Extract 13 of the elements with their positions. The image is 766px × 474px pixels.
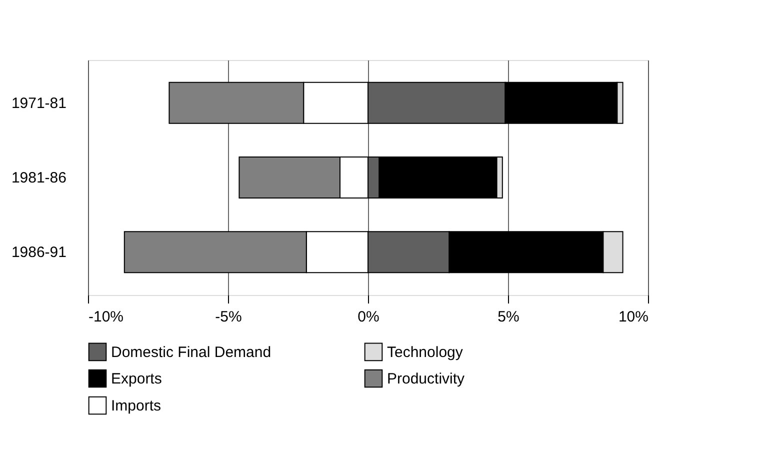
x-tick-label: -5%	[215, 308, 242, 326]
x-tick-label: 10%	[618, 308, 648, 326]
x-tick-label: -10%	[88, 308, 124, 326]
legend-label: Imports	[111, 398, 162, 414]
y-tick-label: 1971-81	[11, 94, 66, 112]
legend-label: Technology	[387, 344, 464, 361]
legend-label: Productivity	[387, 370, 466, 388]
y-tick-label: 1981-86	[11, 170, 66, 186]
x-tick-label: 5%	[498, 308, 520, 326]
legend-label: Exports	[111, 370, 162, 388]
y-tick-label: 1986-91	[11, 244, 66, 262]
x-tick-label: 0%	[358, 308, 380, 326]
legend-label: Domestic Final Demand	[111, 344, 272, 361]
